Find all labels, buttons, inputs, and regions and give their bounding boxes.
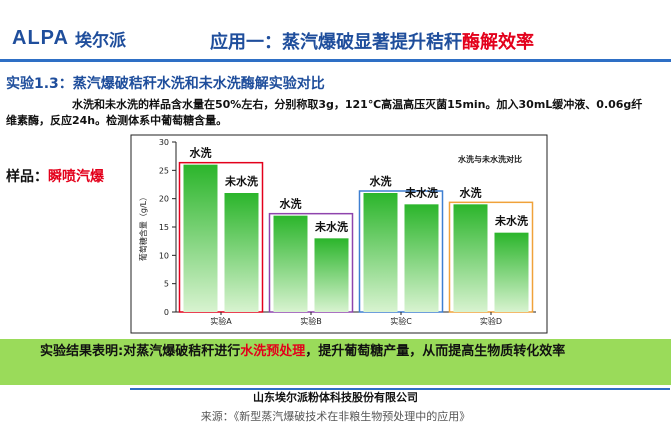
chart-title: 水洗与未水洗对比 [457, 154, 522, 164]
x-tick-label: 实验C [390, 316, 412, 326]
bar-1-1 [183, 164, 218, 312]
bar-chart: 051015202530葡萄糖含量（g/L）水洗与未水洗对比水洗未水洗实验A水洗… [130, 134, 548, 334]
slide-title: 应用一：蒸汽爆破显著提升秸秆酶解效率 [210, 28, 534, 54]
slide-title-highlight: 酶解效率 [462, 32, 534, 53]
result-highlight: 水洗预处理 [240, 344, 306, 359]
y-tick-label: 25 [159, 166, 169, 175]
bar-series-label: 未水洗 [314, 219, 348, 233]
result-suffix: ，提升葡萄糖产量，从而提高生物质转化效率 [305, 344, 566, 359]
result-banner: 实验结果表明:对蒸汽爆破秸秆进行水洗预处理，提升葡萄糖产量，从而提高生物质转化效… [0, 339, 671, 385]
bar-series-label: 未水洗 [224, 174, 258, 188]
bar-4-1 [453, 204, 488, 312]
bar-series-label: 未水洗 [404, 185, 438, 199]
experiment-description-text: 水洗和未水洗的样品含水量在50%左右，分别称取3g，121℃高温高压灭菌15mi… [6, 98, 643, 127]
footer-divider [130, 388, 670, 390]
bar-4-2 [494, 232, 529, 312]
bar-3-1 [363, 193, 398, 312]
experiment-description: 水洗和未水洗的样品含水量在50%左右，分别称取3g，121℃高温高压灭菌15mi… [6, 97, 646, 129]
bar-1-2 [224, 193, 259, 312]
logo-chinese: 埃尔派 [74, 30, 126, 51]
bar-series-label: 水洗 [370, 174, 392, 188]
sample-label-text: 样品： [6, 169, 48, 185]
x-tick-label: 实验B [300, 316, 322, 326]
slide-title-main: 应用一：蒸汽爆破显著提升秸秆 [210, 32, 462, 53]
section-title: 实验1.3：蒸汽爆破秸秆水洗和未水洗酶解实验对比 [6, 76, 325, 92]
sample-value: 瞬喷汽爆 [48, 169, 104, 185]
bar-series-label: 水洗 [280, 197, 302, 211]
company-name: 山东埃尔派粉体科技股份有限公司 [253, 391, 418, 404]
x-tick-label: 实验A [210, 316, 232, 326]
y-axis-label: 葡萄糖含量（g/L） [138, 193, 148, 261]
logo-latin: ALPA [12, 26, 69, 49]
result-prefix: 实验结果表明:对蒸汽爆破秸秆进行 [40, 344, 241, 359]
y-tick-label: 0 [164, 308, 169, 317]
y-tick-label: 30 [159, 138, 169, 147]
company-logo: ALPA 埃尔派 [12, 26, 126, 51]
y-tick-label: 10 [159, 251, 169, 260]
sample-label: 样品：瞬喷汽爆 [6, 166, 104, 186]
result-text: 实验结果表明:对蒸汽爆破秸秆进行水洗预处理，提升葡萄糖产量，从而提高生物质转化效… [40, 342, 660, 361]
bar-series-label: 水洗 [190, 146, 212, 160]
bar-series-label: 未水洗 [494, 214, 528, 228]
y-tick-label: 20 [159, 195, 169, 204]
slide: ALPA 埃尔派 应用一：蒸汽爆破显著提升秸秆酶解效率 实验1.3：蒸汽爆破秸秆… [0, 26, 671, 404]
title-divider [0, 59, 671, 62]
bar-3-2 [404, 204, 439, 312]
x-tick-label: 实验D [480, 316, 502, 326]
y-tick-label: 15 [159, 223, 169, 232]
bar-series-label: 水洗 [460, 185, 482, 199]
source-caption: 来源：《新型蒸汽爆破技术在非粮生物预处理中的应用》 [200, 410, 471, 423]
bar-2-1 [273, 215, 308, 312]
y-tick-label: 5 [164, 280, 169, 289]
bar-2-2 [314, 238, 349, 312]
chart-container: 0 5 10 15 20 25 30 葡萄糖含量（g/L） 水洗与未水洗对比 水洗 未水洗 实验A 水洗… [130, 134, 548, 334]
